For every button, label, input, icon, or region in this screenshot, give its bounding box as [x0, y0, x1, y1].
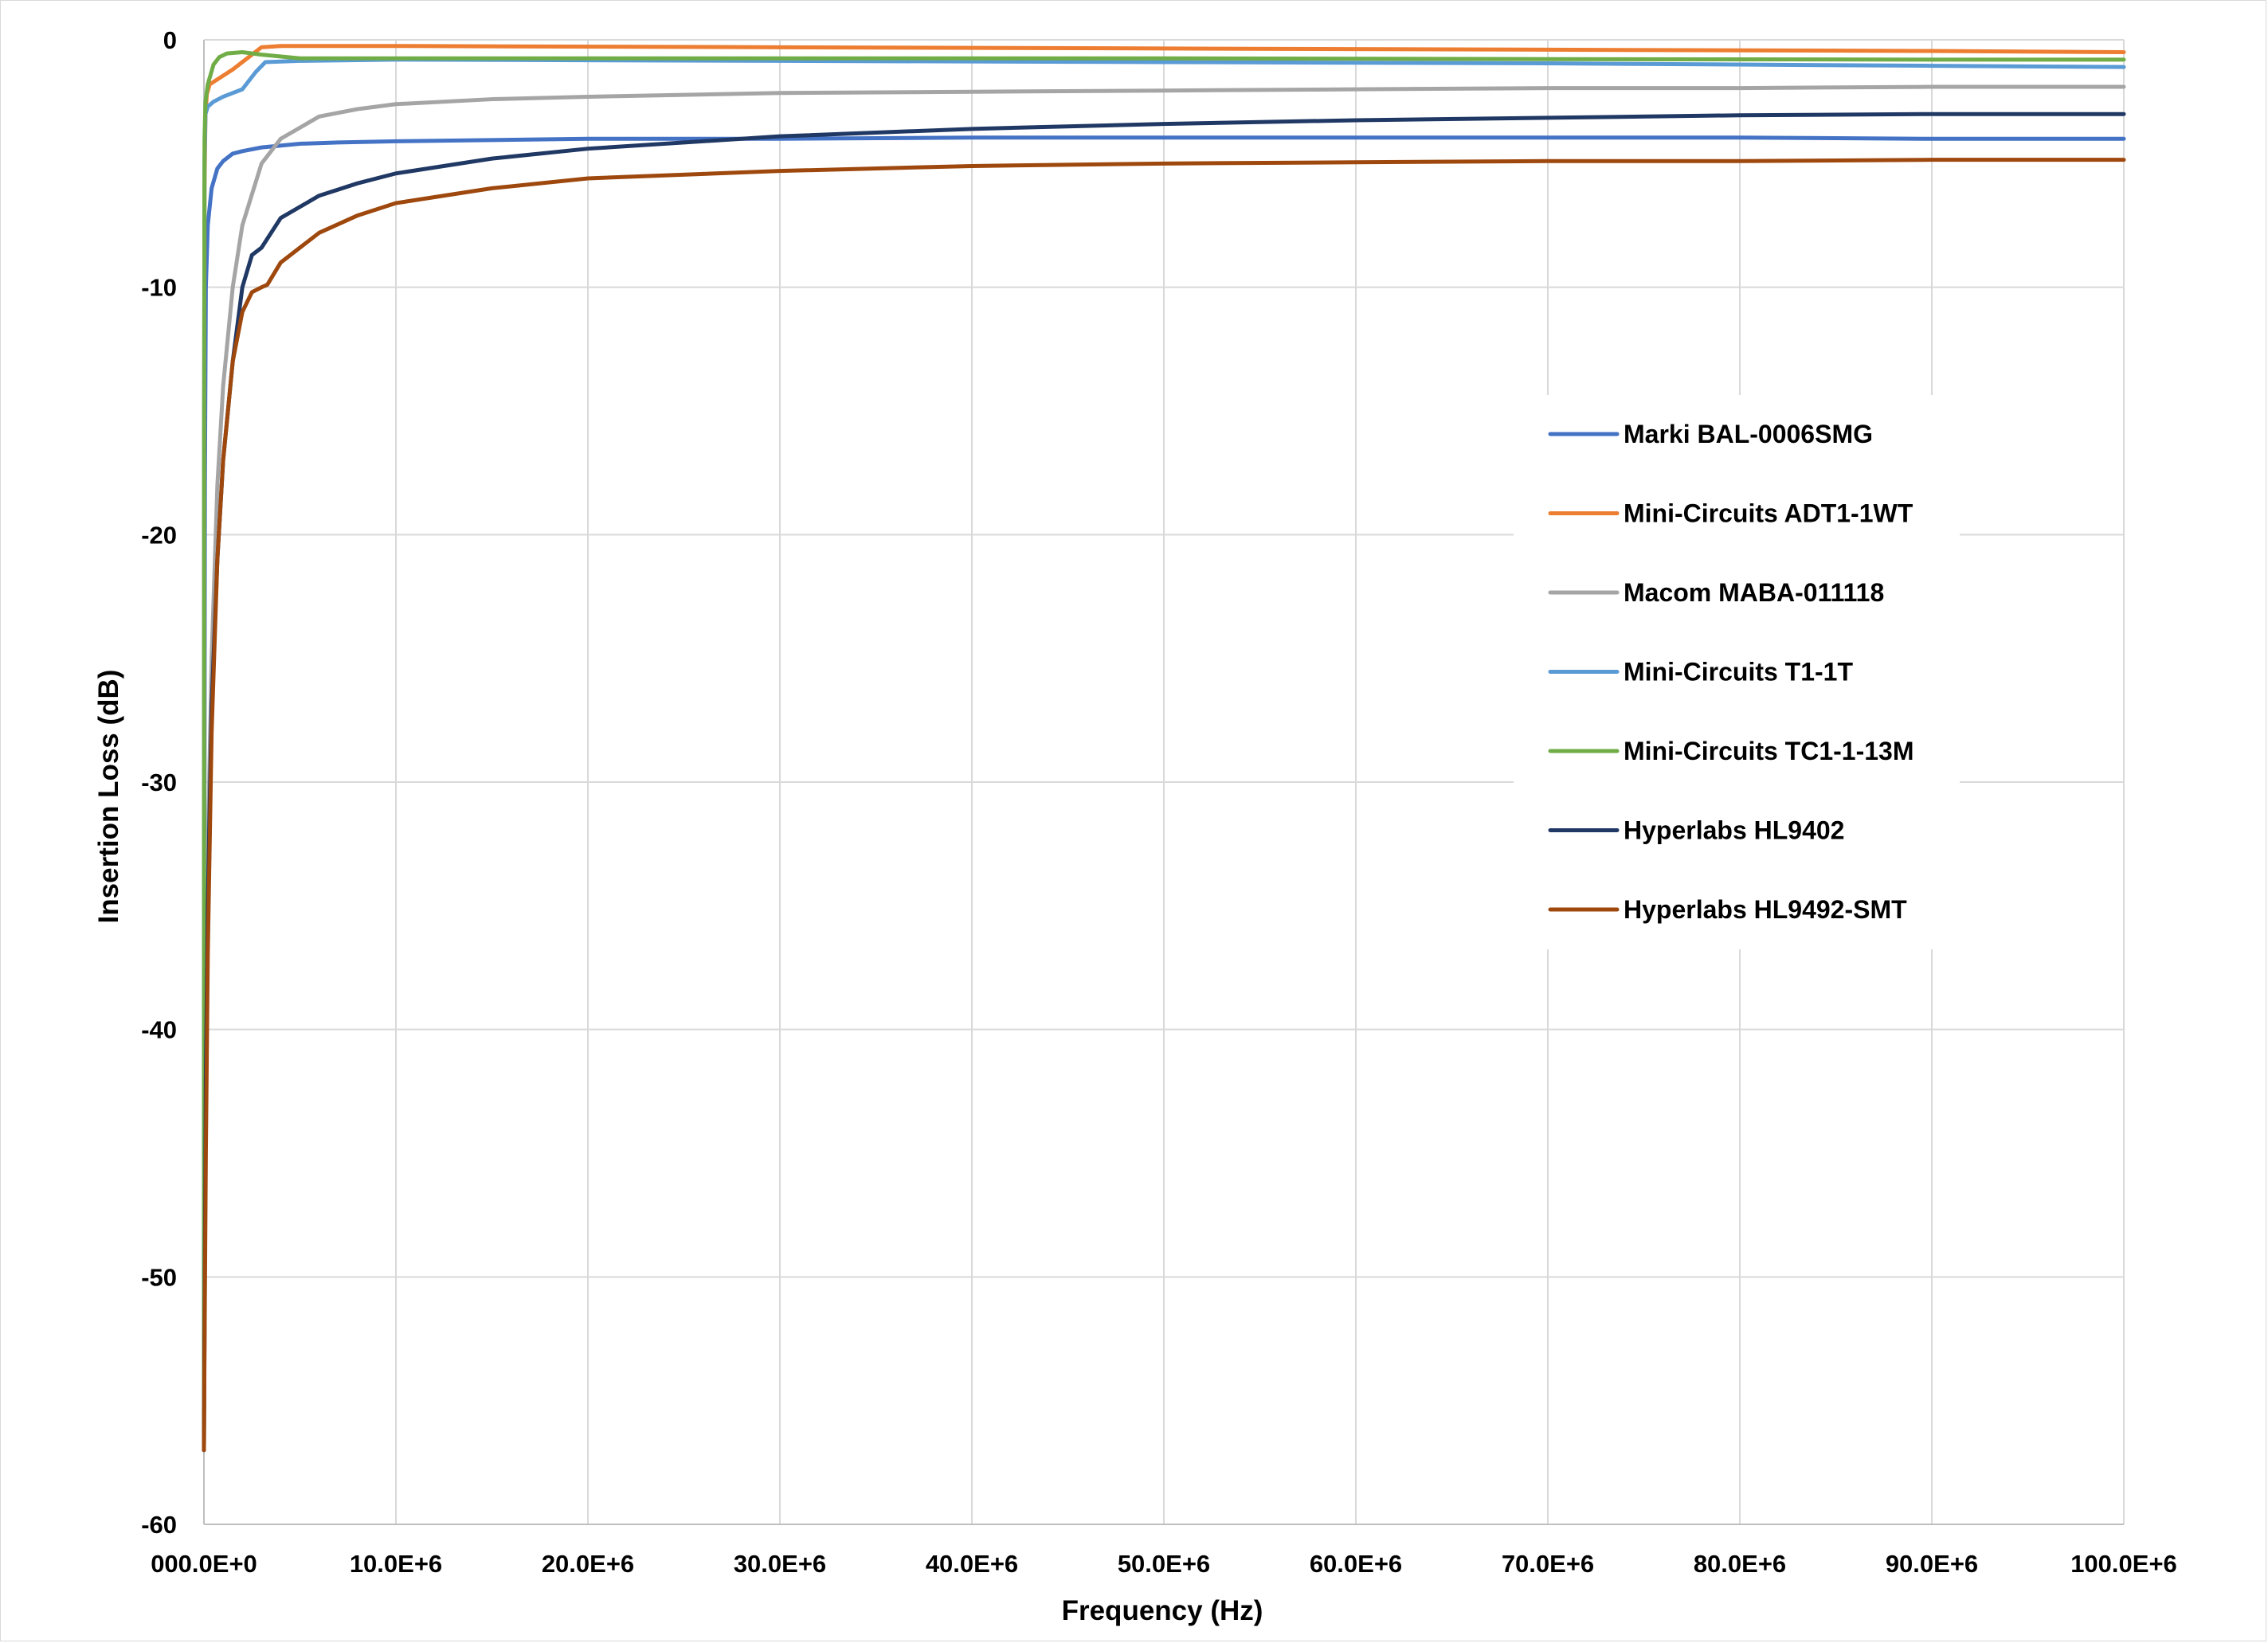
series-line-7: [202, 158, 2126, 1453]
y-tick-label: -40: [141, 1016, 177, 1044]
legend-label: Mini-Circuits TC1-1-13M: [1624, 737, 1914, 765]
x-tick-label: 60.0E+6: [1310, 1550, 1402, 1578]
series-line-5: [202, 50, 2126, 1428]
legend-label: Macom MABA-011118: [1624, 578, 1884, 607]
x-tick-label: 90.0E+6: [1886, 1550, 1978, 1578]
x-tick-label: 40.0E+6: [926, 1550, 1018, 1578]
x-tick-label: 20.0E+6: [542, 1550, 634, 1578]
y-tick-label: 0: [163, 26, 177, 54]
x-axis-title: Frequency (Hz): [1062, 1595, 1263, 1626]
series-group: [202, 44, 2126, 1453]
x-tick-label: 80.0E+6: [1694, 1550, 1786, 1578]
y-tick-label: -10: [141, 274, 177, 302]
y-tick-label: -50: [141, 1263, 177, 1291]
legend-items: Marki BAL-0006SMG Mini-Circuits ADT1-1WT M…: [1548, 420, 1914, 924]
y-tick-label: -30: [141, 769, 177, 796]
legend-label: Marki BAL-0006SMG: [1624, 420, 1873, 448]
legend-label: Hyperlabs HL9492-SMT: [1624, 895, 1907, 924]
x-tick-label: 100.0E+6: [2070, 1550, 2177, 1578]
x-tick-label: 10.0E+6: [350, 1550, 442, 1578]
legend-label: Mini-Circuits T1-1T: [1624, 658, 1853, 687]
legend-label: Hyperlabs HL9402: [1624, 816, 1844, 845]
x-tick-label: 000.0E+0: [151, 1550, 257, 1578]
y-tick-label: -60: [141, 1511, 177, 1539]
series-line-1: [202, 135, 2126, 1453]
tick-labels: 0 -10 -20 -30 -40 -50 -60 000.0E+0 10.0E+6 20.0E+…: [141, 26, 2177, 1578]
x-tick-label: 30.0E+6: [734, 1550, 826, 1578]
legend-label: Mini-Circuits ADT1-1WT: [1624, 499, 1914, 528]
x-tick-label: 50.0E+6: [1118, 1550, 1210, 1578]
y-axis-title: Insertion Loss (dB): [93, 670, 124, 924]
x-tick-label: 70.0E+6: [1502, 1550, 1594, 1578]
y-tick-label: -20: [141, 521, 177, 549]
legend: Marki BAL-0006SMG Mini-Circuits ADT1-1WT M…: [1514, 395, 1960, 949]
